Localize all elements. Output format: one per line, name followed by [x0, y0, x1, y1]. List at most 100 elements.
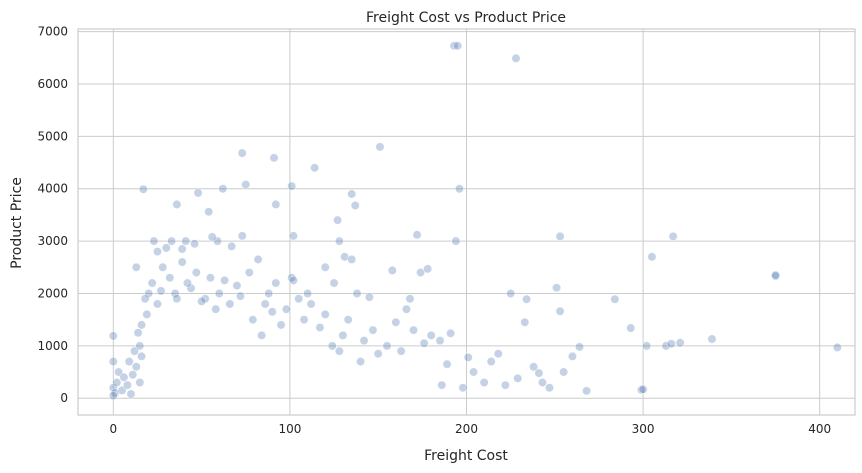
data-point	[320, 309, 330, 319]
data-point	[248, 315, 258, 325]
data-point	[668, 231, 678, 241]
data-point	[197, 296, 207, 306]
data-point	[513, 373, 523, 383]
data-point	[610, 294, 620, 304]
data-point	[364, 292, 374, 302]
data-point	[333, 215, 343, 225]
data-point	[310, 163, 320, 173]
data-point	[458, 383, 468, 393]
x-axis-label: Freight Cost	[424, 448, 508, 464]
data-point	[181, 236, 191, 246]
data-point	[140, 294, 150, 304]
data-point	[506, 288, 516, 298]
data-point	[271, 278, 281, 288]
data-point	[182, 278, 192, 288]
data-point	[287, 181, 297, 191]
data-point	[338, 330, 348, 340]
data-point	[347, 254, 357, 264]
grid	[78, 29, 855, 415]
data-point	[294, 294, 304, 304]
data-point	[108, 391, 118, 401]
data-point	[453, 41, 463, 51]
data-point	[288, 275, 298, 285]
data-point	[205, 273, 215, 283]
data-point	[675, 338, 685, 348]
data-point	[303, 288, 313, 298]
plot-frame	[77, 28, 856, 416]
data-point	[412, 230, 422, 240]
y-axis-label: Product Price	[9, 177, 25, 269]
data-point	[110, 388, 120, 398]
data-point	[214, 288, 224, 298]
data-point	[218, 184, 228, 194]
data-point	[368, 325, 378, 335]
data-point	[437, 380, 447, 390]
data-point	[375, 142, 385, 152]
data-point	[165, 273, 175, 283]
y-tick-label: 0	[60, 391, 68, 405]
data-point	[172, 199, 182, 209]
data-point	[626, 323, 636, 333]
data-point	[147, 278, 157, 288]
data-point	[832, 342, 842, 352]
data-point	[281, 304, 291, 314]
data-point	[193, 188, 203, 198]
data-point	[373, 349, 383, 359]
data-point	[387, 265, 397, 275]
data-point	[320, 262, 330, 272]
data-point	[186, 283, 196, 293]
data-point	[555, 306, 565, 316]
data-point	[771, 270, 781, 280]
x-tick-label: 300	[632, 422, 655, 436]
data-point	[454, 184, 464, 194]
data-point	[131, 262, 141, 272]
data-point	[225, 299, 235, 309]
data-point	[356, 357, 366, 367]
data-point	[567, 351, 577, 361]
data-point	[133, 328, 143, 338]
tick-labels: 0 100 200 300 400010002000300040005000600070…	[37, 25, 831, 436]
data-point	[135, 341, 145, 351]
data-point	[237, 231, 247, 241]
data-point	[343, 315, 353, 325]
y-tick-label: 4000	[37, 182, 68, 196]
data-point	[142, 309, 152, 319]
data-point	[158, 262, 168, 272]
y-tick-label: 3000	[37, 234, 68, 248]
y-tick-label: 6000	[37, 77, 68, 91]
data-point	[446, 328, 456, 338]
data-point	[555, 231, 565, 241]
data-point	[401, 304, 411, 314]
data-point	[172, 294, 182, 304]
data-point	[220, 275, 230, 285]
data-point	[276, 320, 286, 330]
data-point	[451, 236, 461, 246]
data-point	[108, 331, 118, 341]
data-point	[108, 357, 118, 367]
x-tick-label: 400	[808, 422, 831, 436]
y-tick-label: 1000	[37, 339, 68, 353]
data-point	[520, 317, 530, 327]
data-point	[511, 53, 521, 63]
data-point	[552, 283, 562, 293]
data-point	[122, 380, 132, 390]
data-point	[537, 378, 547, 388]
data-point	[442, 359, 452, 369]
data-point	[287, 273, 297, 283]
y-tick-label: 7000	[37, 25, 68, 39]
data-point	[112, 378, 122, 388]
data-point	[534, 368, 544, 378]
data-point	[244, 268, 254, 278]
data-point	[138, 184, 148, 194]
data-point	[161, 243, 171, 253]
data-point	[405, 294, 415, 304]
data-point	[271, 199, 281, 209]
data-point	[137, 320, 147, 330]
data-point	[419, 338, 429, 348]
data-point	[253, 254, 263, 264]
data-point	[522, 294, 532, 304]
data-point	[128, 370, 138, 380]
x-tick-label: 200	[455, 422, 478, 436]
data-point	[156, 286, 166, 296]
